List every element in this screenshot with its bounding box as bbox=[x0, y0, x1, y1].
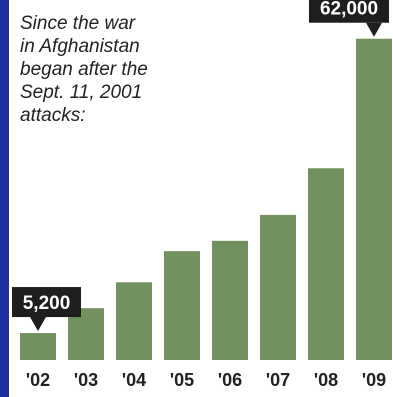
chart-caption: Since the war in Afghanistan began after… bbox=[20, 13, 148, 126]
bar-2 bbox=[116, 282, 152, 360]
bar-0 bbox=[20, 333, 56, 360]
data-label-0: 5,200 bbox=[23, 293, 71, 314]
callout-pointer-0 bbox=[30, 317, 46, 332]
data-label-1: 62,000 bbox=[320, 0, 378, 20]
bar-6 bbox=[308, 168, 344, 360]
x-tick-label-0: '02 bbox=[26, 370, 50, 390]
bar-7 bbox=[356, 38, 392, 361]
callout-box-0 bbox=[12, 287, 81, 318]
bar-4 bbox=[212, 240, 248, 360]
x-tick-label-2: '04 bbox=[122, 370, 146, 390]
x-tick-label-3: '05 bbox=[170, 370, 194, 390]
callout-box-1 bbox=[309, 0, 389, 23]
x-tick-label-4: '06 bbox=[218, 370, 242, 390]
bar-3 bbox=[164, 251, 200, 360]
bar-5 bbox=[260, 214, 296, 360]
x-tick-label-7: '09 bbox=[362, 370, 386, 390]
frame-edge bbox=[0, 0, 9, 397]
callout-pointer-1 bbox=[366, 22, 382, 37]
x-tick-label-1: '03 bbox=[74, 370, 98, 390]
x-tick-label-5: '07 bbox=[266, 370, 290, 390]
x-tick-label-6: '08 bbox=[314, 370, 338, 390]
